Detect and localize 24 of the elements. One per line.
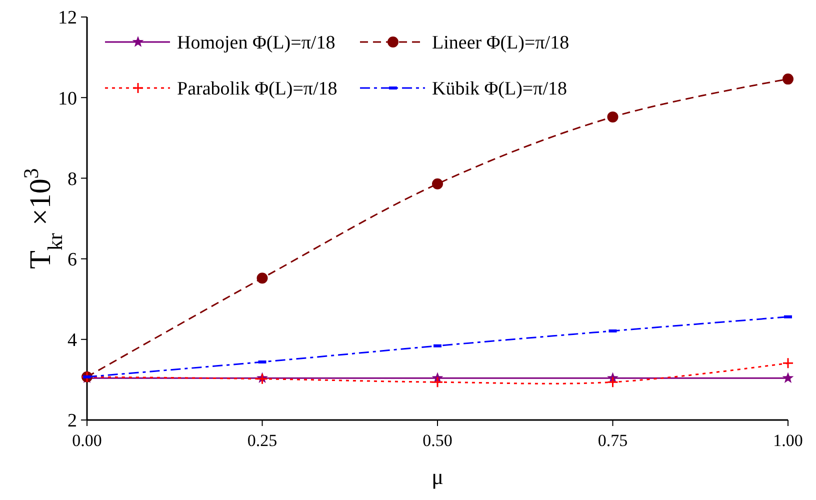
point [607,111,618,122]
y-tick-label: 10 [58,88,77,110]
x-tick-label: 0.75 [598,431,628,450]
point [432,376,444,388]
legend-label: Kübik Φ(L)=π/18 [432,78,567,100]
y-tick-label: 4 [68,330,78,352]
x-axis-title: μ [432,464,444,489]
y-tick-label: 8 [68,168,77,190]
x-tick-label: 0.50 [422,431,452,450]
x-tick-label: 1.00 [773,431,803,450]
legend-label: Lineer Φ(L)=π/18 [432,32,570,54]
y-tick-label: 12 [58,8,77,29]
point [782,372,794,383]
x-tick-label: 0.25 [247,431,278,450]
point [607,376,618,388]
point [782,357,794,369]
legend-label: Homojen Φ(L)=π/18 [177,32,336,54]
point [782,74,794,85]
y-tick-label: 6 [68,249,77,270]
point [256,272,268,284]
legend-label: Parabolik Φ(L)=π/18 [177,78,338,100]
point [432,178,443,190]
x-tick-label: 0.00 [72,431,102,450]
y-tick-label: 2 [68,410,77,432]
